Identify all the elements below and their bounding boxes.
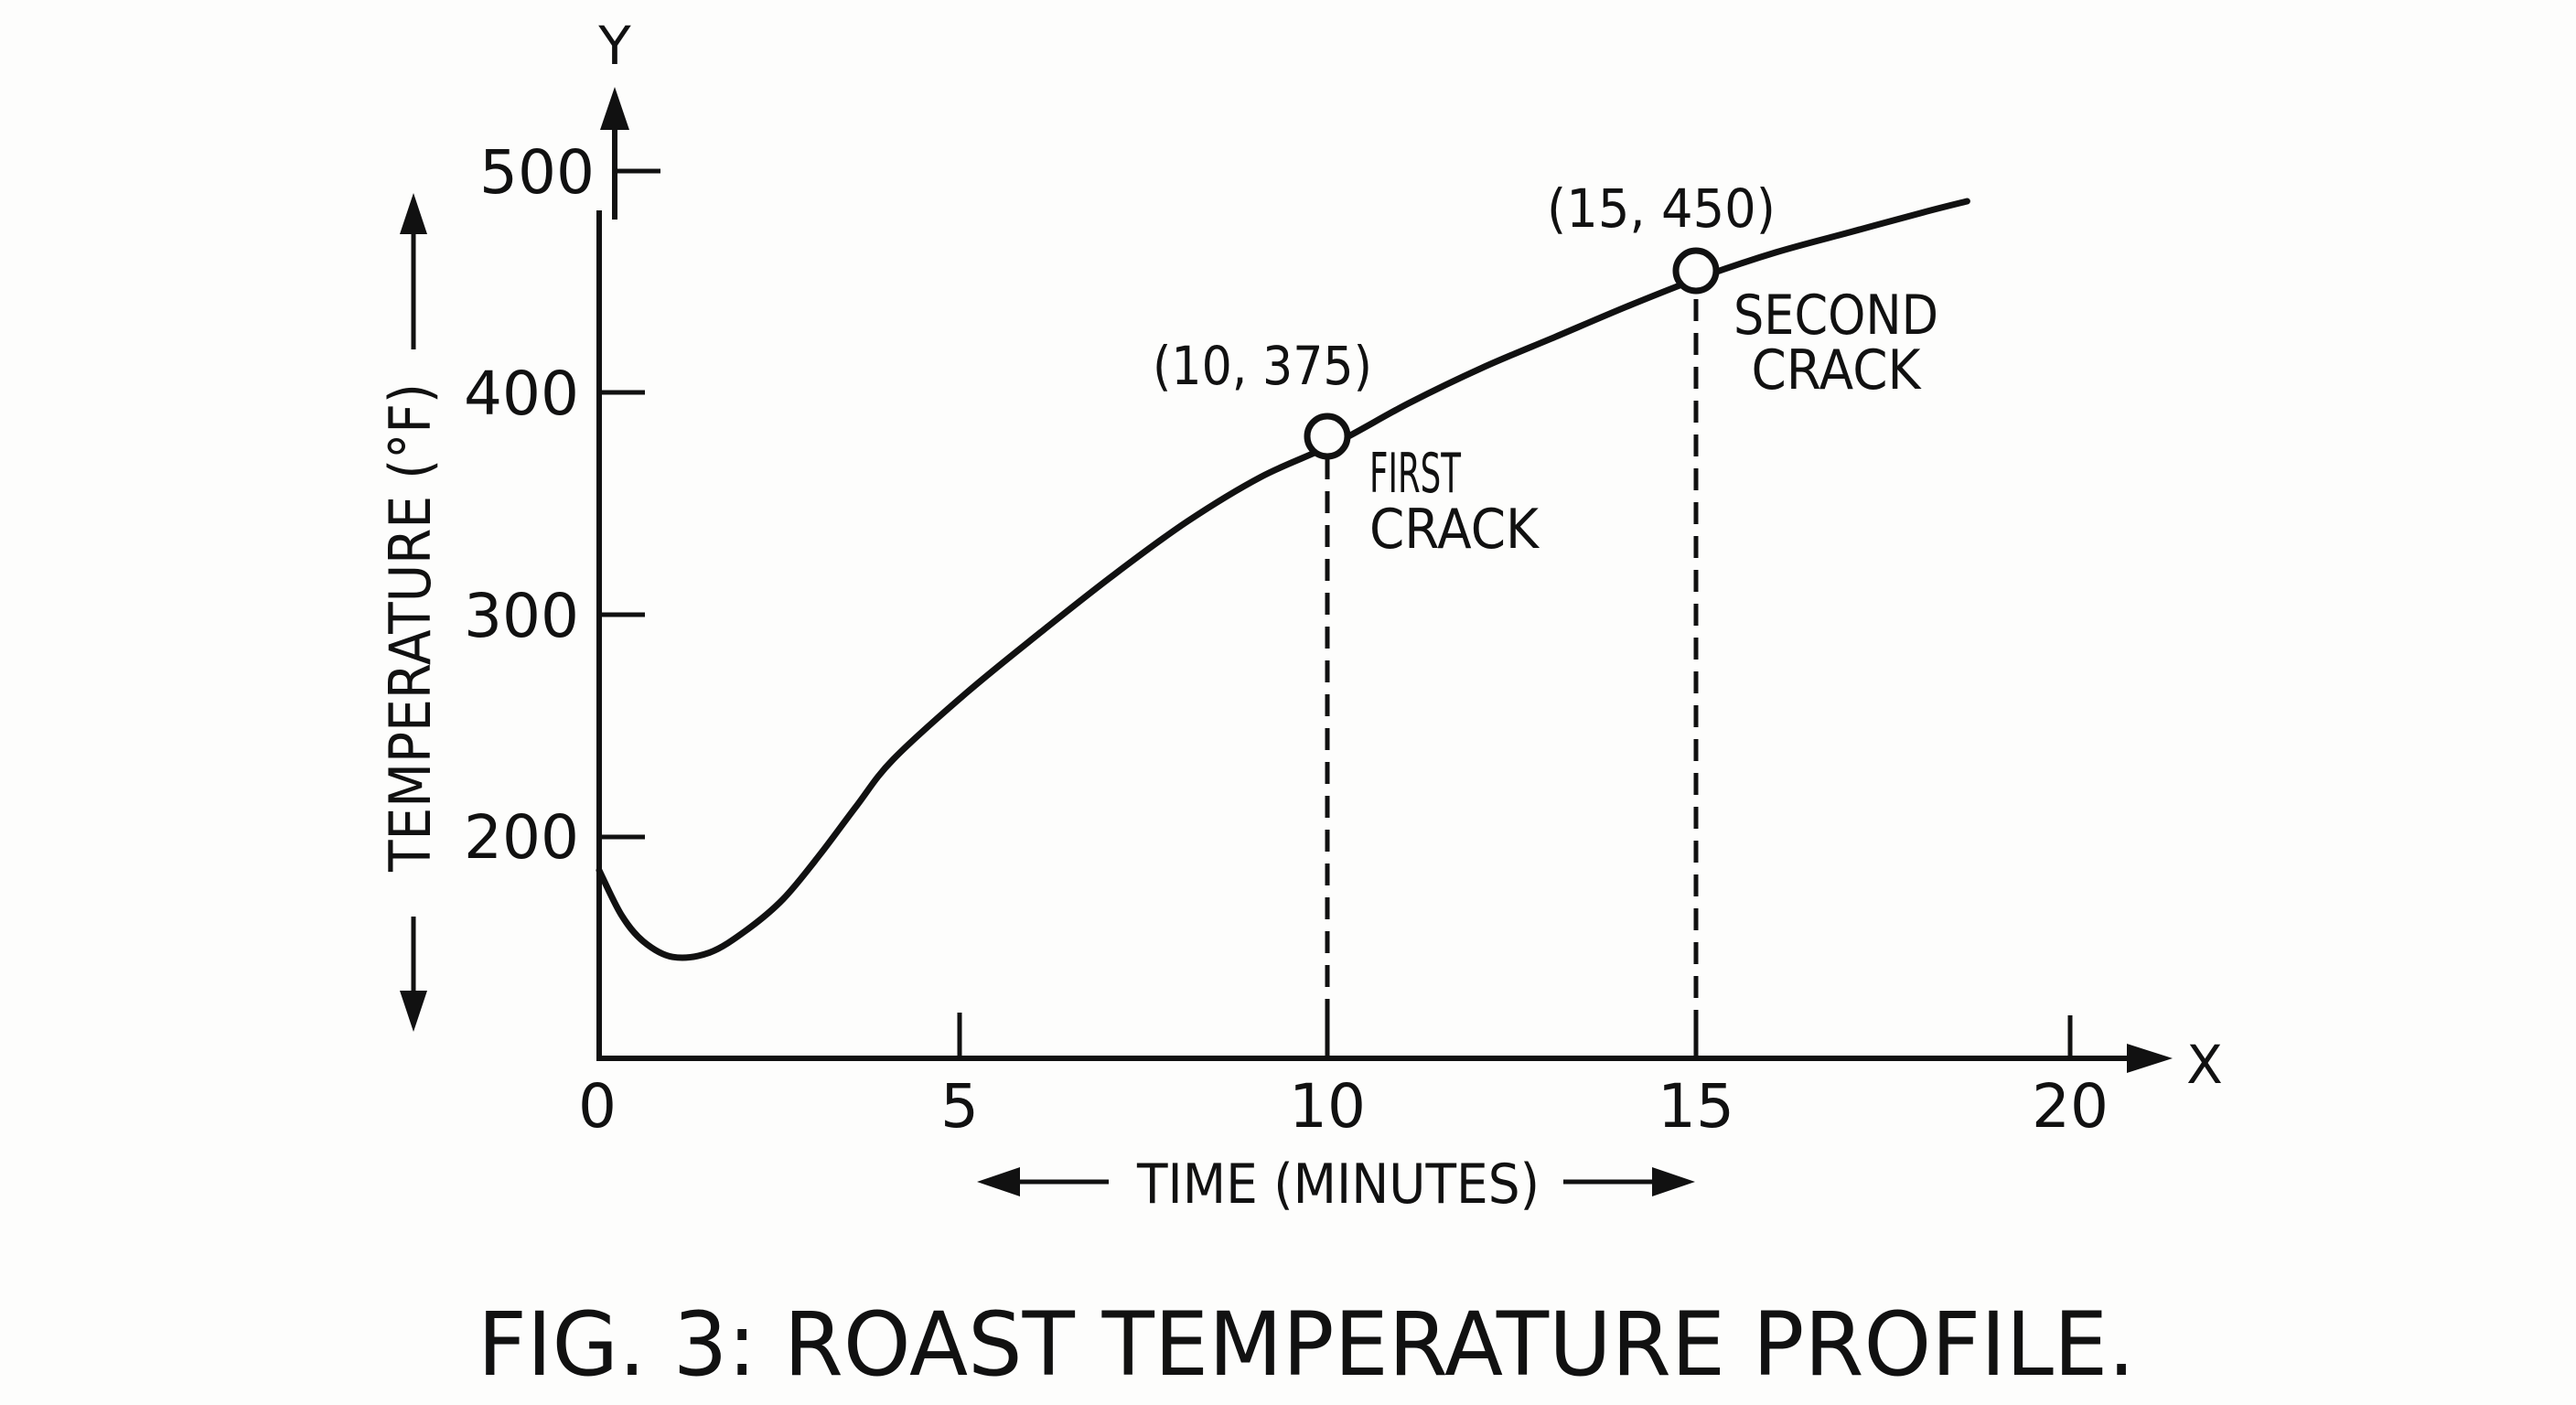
x-axis-label: TIME (MINUTES) (1136, 1153, 1540, 1217)
x-tick-20: 20 (2032, 1071, 2109, 1142)
first-crack-marker (1304, 413, 1351, 460)
second-crack-marker (1672, 247, 1720, 295)
x-ticks (957, 1013, 2073, 1058)
second-crack-coord-label: (15, 450) (1547, 177, 1776, 240)
first-crack-label-line2: CRACK (1369, 498, 1540, 562)
y-tick-300: 300 (464, 581, 579, 651)
x-axis-letter: X (2186, 1034, 2223, 1096)
first-crack-coord-label: (10, 375) (1153, 335, 1372, 397)
x-axis-label-group: TIME (MINUTES) (977, 1153, 1695, 1217)
y-tick-400: 400 (464, 359, 579, 429)
y-axis-label: TEMPERATURE (°F) (377, 383, 444, 873)
arrow-right-icon (1652, 1167, 1695, 1196)
arrow-left-icon (977, 1167, 1020, 1196)
x-axis-arrow-icon (2127, 1044, 2173, 1073)
arrow-down-icon (400, 991, 427, 1032)
y-ticks (599, 168, 660, 840)
second-crack-label-line1: SECOND (1733, 284, 1938, 348)
x-tick-labels: 0 5 10 15 20 (578, 1071, 2109, 1142)
x-tick-10: 10 (1289, 1071, 1366, 1142)
first-crack-label-line1: FIRST (1369, 442, 1461, 506)
figure-caption: FIG. 3: ROAST TEMPERATURE PROFILE. (478, 1293, 2135, 1396)
y-tick-500: 500 (479, 137, 595, 208)
x-tick-5: 5 (940, 1071, 979, 1142)
x-tick-15: 15 (1658, 1071, 1734, 1142)
y-tick-labels: 200 300 400 500 (464, 137, 595, 873)
y-tick-200: 200 (464, 802, 579, 873)
y-axis-label-group: TEMPERATURE (°F) (377, 193, 444, 1032)
y-axis-letter: Y (597, 15, 631, 77)
x-tick-0: 0 (578, 1071, 617, 1142)
second-crack-label-line2: CRACK (1752, 338, 1923, 402)
arrow-up-icon (400, 193, 427, 234)
y-axis-arrow-icon (600, 87, 629, 130)
